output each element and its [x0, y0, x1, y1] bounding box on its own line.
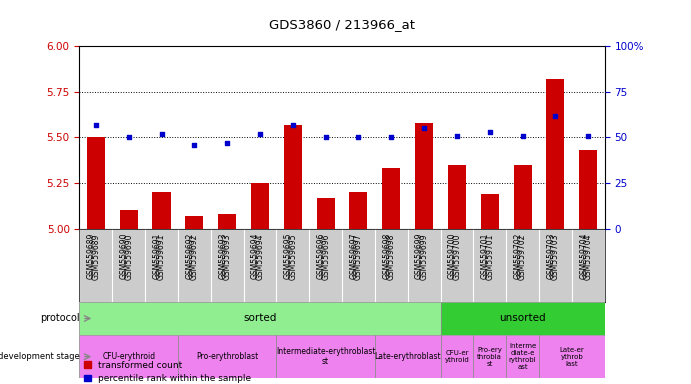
Text: GSM559693: GSM559693 — [218, 232, 227, 279]
Text: development stage: development stage — [0, 352, 79, 361]
Point — [517, 132, 528, 139]
Bar — [579, 150, 597, 229]
Text: GSM559693: GSM559693 — [223, 234, 231, 280]
Text: GSM559700: GSM559700 — [448, 232, 457, 279]
Point — [189, 142, 200, 148]
Text: GSM559704: GSM559704 — [584, 234, 593, 280]
Bar — [276, 335, 375, 378]
Point — [484, 129, 495, 135]
Text: GSM559703: GSM559703 — [551, 234, 560, 280]
Point — [156, 131, 167, 137]
Text: Late-er
ythrob
last: Late-er ythrob last — [560, 347, 584, 367]
Text: GSM559702: GSM559702 — [518, 234, 527, 280]
Text: GSM559695: GSM559695 — [288, 234, 297, 280]
Point — [419, 125, 430, 131]
Bar — [284, 125, 302, 229]
Bar — [440, 335, 473, 378]
Point — [550, 113, 561, 119]
Point — [451, 132, 462, 139]
Text: Pro-ery
throbla
st: Pro-ery throbla st — [477, 347, 502, 367]
Text: Pro-erythroblast: Pro-erythroblast — [196, 352, 258, 361]
Bar — [350, 192, 368, 229]
Text: GSM559692: GSM559692 — [185, 232, 194, 279]
Text: CFU-er
ythroid: CFU-er ythroid — [444, 350, 469, 363]
Bar — [316, 198, 334, 229]
Bar — [251, 183, 269, 229]
Text: GDS3860 / 213966_at: GDS3860 / 213966_at — [269, 18, 415, 31]
Text: GSM559703: GSM559703 — [547, 232, 556, 279]
Text: GSM559691: GSM559691 — [153, 232, 162, 279]
Bar — [513, 165, 531, 229]
Text: GSM559697: GSM559697 — [354, 234, 363, 280]
Text: GSM559690: GSM559690 — [120, 232, 129, 279]
Bar — [153, 192, 171, 229]
Bar — [539, 335, 605, 378]
Bar — [79, 302, 440, 335]
Text: GSM559695: GSM559695 — [284, 232, 293, 279]
Point — [386, 134, 397, 141]
Text: GSM559698: GSM559698 — [382, 232, 391, 279]
Text: GSM559694: GSM559694 — [256, 234, 265, 280]
Text: GSM559689: GSM559689 — [87, 232, 96, 279]
Point — [254, 131, 265, 137]
Bar — [120, 210, 138, 229]
Text: GSM559701: GSM559701 — [485, 234, 494, 280]
Text: GSM559696: GSM559696 — [321, 234, 330, 280]
Point — [222, 140, 233, 146]
Text: protocol: protocol — [40, 313, 79, 323]
Text: unsorted: unsorted — [500, 313, 546, 323]
Text: GSM559697: GSM559697 — [350, 232, 359, 279]
Text: Late-erythroblast: Late-erythroblast — [375, 352, 441, 361]
Bar — [382, 169, 400, 229]
Text: GSM559691: GSM559691 — [157, 234, 166, 280]
Bar — [440, 302, 605, 335]
Text: GSM559702: GSM559702 — [513, 232, 522, 279]
Point — [91, 122, 102, 128]
Text: GSM559694: GSM559694 — [251, 232, 260, 279]
Text: GSM559696: GSM559696 — [316, 232, 325, 279]
Text: GSM559698: GSM559698 — [387, 234, 396, 280]
Text: Interme
diate-e
rythrobl
ast: Interme diate-e rythrobl ast — [509, 343, 536, 370]
Text: GSM559690: GSM559690 — [124, 234, 133, 280]
Legend: transformed count, percentile rank within the sample: transformed count, percentile rank withi… — [84, 361, 252, 383]
Text: Intermediate-erythroblast
st: Intermediate-erythroblast st — [276, 347, 375, 366]
Text: GSM559699: GSM559699 — [415, 232, 424, 279]
Text: GSM559692: GSM559692 — [190, 234, 199, 280]
Text: GSM559701: GSM559701 — [481, 232, 490, 279]
Text: CFU-erythroid: CFU-erythroid — [102, 352, 155, 361]
Point — [583, 132, 594, 139]
Bar — [375, 335, 440, 378]
Point — [320, 134, 331, 141]
Bar — [79, 335, 178, 378]
Point — [353, 134, 364, 141]
Bar — [87, 137, 105, 229]
Text: GSM559704: GSM559704 — [579, 232, 588, 279]
Bar — [481, 194, 499, 229]
Bar — [218, 214, 236, 229]
Bar — [415, 123, 433, 229]
Point — [123, 134, 134, 141]
Text: GSM559700: GSM559700 — [453, 234, 462, 280]
Bar — [547, 79, 565, 229]
Bar — [506, 335, 539, 378]
Text: sorted: sorted — [243, 313, 276, 323]
Bar — [473, 335, 506, 378]
Bar — [185, 216, 203, 229]
Bar — [448, 165, 466, 229]
Text: GSM559699: GSM559699 — [419, 234, 428, 280]
Bar — [178, 335, 276, 378]
Text: GSM559689: GSM559689 — [91, 234, 100, 280]
Point — [287, 122, 299, 128]
